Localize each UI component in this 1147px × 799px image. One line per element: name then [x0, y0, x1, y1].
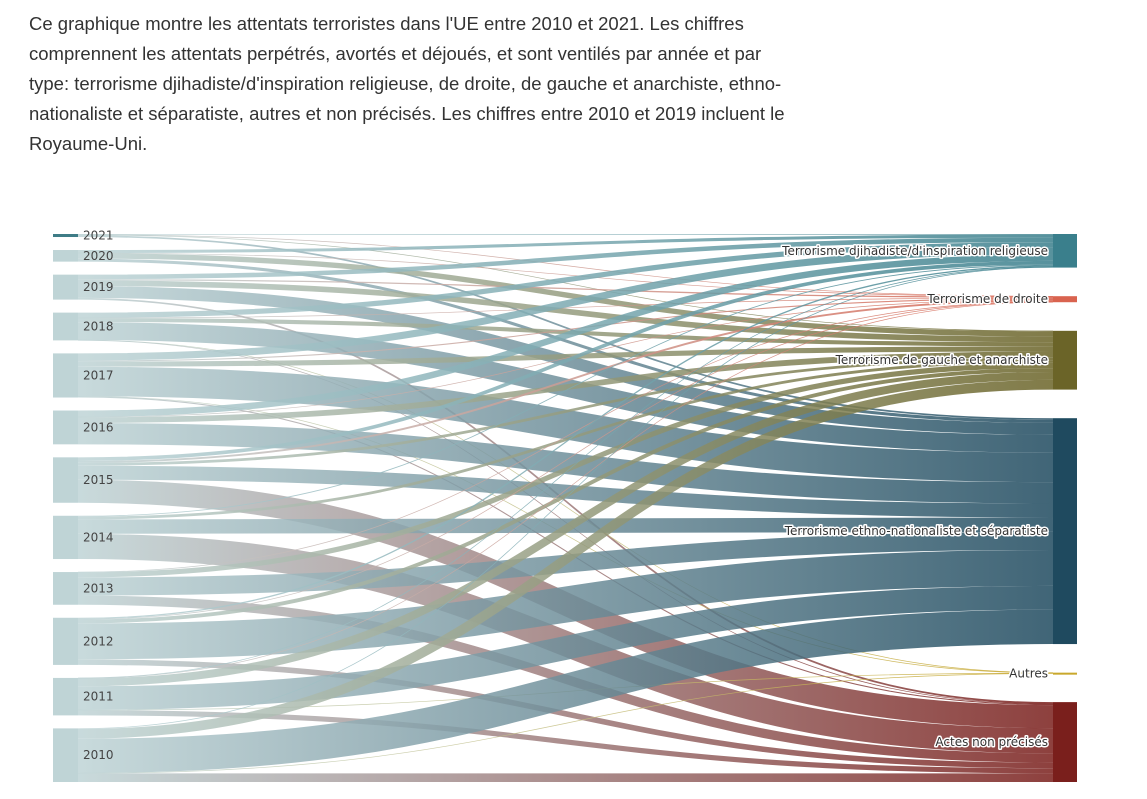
source-node-2020[interactable]	[53, 250, 78, 262]
sankey-link-2019-to-1[interactable]	[77, 279, 1054, 298]
target-node-3[interactable]	[1053, 418, 1077, 645]
source-label-2014: 2014	[83, 530, 114, 544]
sankey-link-2012-to-2[interactable]	[77, 368, 1054, 624]
sankey-link-2017-to-3[interactable]	[77, 366, 1054, 483]
sankey-link-2013-to-1[interactable]	[77, 301, 1054, 573]
sankey-link-2021-to-2[interactable]	[77, 234, 1054, 332]
sankey-link-2018-to-1[interactable]	[77, 297, 1054, 319]
sankey-link-2016-to-3[interactable]	[77, 423, 1054, 504]
target-label-0: Terrorisme djihadiste/d'inspiration reli…	[781, 244, 1048, 258]
sankey-link-2014-to-2[interactable]	[77, 360, 1054, 520]
sankey-link-2016-to-1[interactable]	[77, 298, 1054, 418]
source-node-2014[interactable]	[53, 515, 78, 560]
source-node-2013[interactable]	[53, 572, 78, 605]
target-label-4: Autres	[1009, 667, 1048, 681]
source-label-2013: 2013	[83, 581, 114, 595]
sankey-link-2012-to-0[interactable]	[77, 265, 1054, 620]
sankey-link-2012-to-3[interactable]	[77, 549, 1054, 660]
sankey-link-2011-to-3[interactable]	[77, 585, 1054, 711]
sankey-link-2020-to-0[interactable]	[77, 234, 1054, 254]
target-node-0[interactable]	[1053, 234, 1077, 268]
target-label-1: Terrorisme de droite	[926, 292, 1048, 306]
sankey-link-2016-to-0[interactable]	[77, 254, 1054, 417]
sankey-link-2011-to-2[interactable]	[77, 371, 1054, 687]
sankey-link-2014-to-0[interactable]	[77, 264, 1054, 517]
sankey-link-2012-to-1[interactable]	[77, 301, 1054, 620]
sankey-link-2010-to-3[interactable]	[77, 609, 1054, 774]
sankey-link-2015-to-3[interactable]	[77, 465, 1054, 518]
source-node-2011[interactable]	[53, 677, 78, 716]
source-node-2018[interactable]	[53, 312, 78, 341]
sankey-link-2013-to-2[interactable]	[77, 362, 1054, 578]
sankey-labels: 2021 2020 2019 2018 2017 2016 2015 2014 2013 2012…	[83, 229, 1050, 763]
sankey-link-2018-to-2[interactable]	[77, 317, 1054, 347]
source-label-2017: 2017	[83, 368, 114, 382]
source-node-2019[interactable]	[53, 274, 78, 300]
target-label-5: Actes non précisés	[935, 735, 1048, 749]
sankey-link-2011-to-0[interactable]	[77, 266, 1054, 679]
sankey-link-2018-to-0[interactable]	[77, 242, 1054, 318]
sankey-link-2017-to-4[interactable]	[77, 395, 1054, 674]
sankey-link-2017-to-0[interactable]	[77, 247, 1054, 361]
target-label-3: Terrorisme ethno-nationaliste et séparat…	[784, 524, 1048, 538]
sankey-link-2020-to-2[interactable]	[77, 253, 1054, 337]
sankey-link-2017-to-1[interactable]	[77, 298, 1054, 362]
sankey-link-2015-to-1[interactable]	[77, 299, 1054, 463]
sankey-link-2019-to-2[interactable]	[77, 280, 1054, 343]
source-label-2021: 2021	[83, 229, 114, 243]
sankey-link-2010-to-0[interactable]	[77, 266, 1054, 730]
source-label-2016: 2016	[83, 420, 114, 434]
target-node-5[interactable]	[1053, 702, 1077, 782]
target-label-2: Terrorisme de gauche et anarchiste	[835, 353, 1048, 367]
source-label-2011: 2011	[83, 690, 114, 704]
source-node-2016[interactable]	[53, 410, 78, 445]
sankey-links	[77, 233, 1054, 783]
target-node-4[interactable]	[1053, 672, 1077, 675]
source-node-2010[interactable]	[53, 728, 78, 782]
source-label-2015: 2015	[83, 473, 114, 487]
source-node-2021[interactable]	[53, 234, 78, 238]
sankey-nodes	[53, 234, 1077, 782]
chart-description: Ce graphique montre les attentats terror…	[29, 13, 785, 154]
source-label-2012: 2012	[83, 634, 114, 648]
sankey-link-2015-to-2[interactable]	[77, 357, 1054, 466]
source-node-2017[interactable]	[53, 353, 78, 398]
source-label-2019: 2019	[83, 280, 114, 294]
source-label-2018: 2018	[83, 320, 114, 334]
sankey-link-2018-to-4[interactable]	[77, 339, 1054, 674]
target-node-2[interactable]	[1053, 330, 1077, 390]
sankey-link-2016-to-2[interactable]	[77, 351, 1054, 424]
sankey-link-2015-to-0[interactable]	[77, 260, 1054, 461]
source-label-2010: 2010	[83, 748, 114, 762]
target-node-1[interactable]	[1053, 296, 1077, 303]
sankey-link-2020-to-3[interactable]	[77, 258, 1054, 423]
source-node-2012[interactable]	[53, 617, 78, 665]
sankey-link-2017-to-2[interactable]	[77, 346, 1054, 367]
sankey-link-2019-to-0[interactable]	[77, 237, 1054, 280]
sankey-link-2011-to-1[interactable]	[77, 301, 1054, 679]
sankey-link-2010-to-2[interactable]	[77, 379, 1054, 739]
source-label-2020: 2020	[83, 249, 114, 263]
sankey-link-2021-to-1[interactable]	[77, 234, 1054, 297]
sankey-link-2010-to-4[interactable]	[77, 673, 1054, 774]
source-node-2015[interactable]	[53, 457, 78, 503]
